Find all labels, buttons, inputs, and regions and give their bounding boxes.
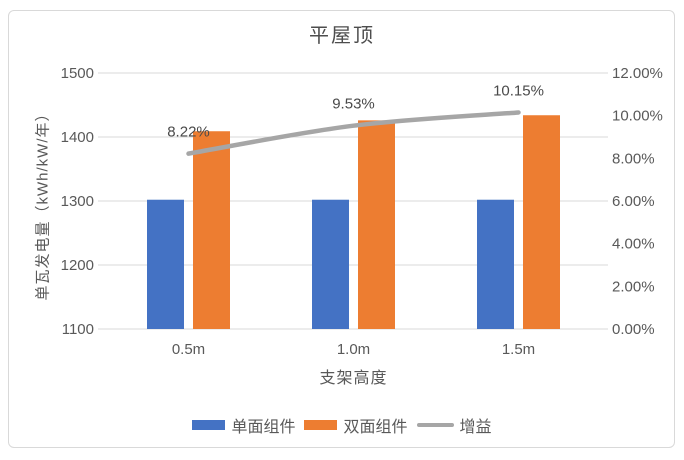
y-axis-right-tick-label: 8.00% [612, 150, 655, 167]
line-point-label: 9.53% [332, 96, 375, 113]
y-axis-left-tick-label: 1300 [61, 193, 94, 210]
x-axis-title: 支架高度 [319, 370, 388, 387]
legend-label: 增益 [459, 419, 492, 436]
bar-series0-cat0 [147, 199, 184, 329]
y-axis-right-tick-label: 6.00% [612, 193, 655, 210]
chart-legend: 单面组件 双面组件 增益 [0, 414, 684, 436]
bar-series0-cat1 [312, 199, 349, 329]
y-axis-left-tick-label: 1100 [62, 321, 94, 338]
y-axis-right-tick-label: 4.00% [612, 236, 655, 253]
line-point-label: 8.22% [167, 124, 210, 141]
y-axis-title: 单瓦发电量（kWh/kW/年） [34, 105, 52, 301]
x-axis-tick-label: 1.0m [337, 341, 370, 358]
legend-color-swatch [192, 420, 226, 430]
y-axis-right-tick-label: 10.00% [612, 108, 663, 125]
bar-series1-cat1 [358, 120, 395, 329]
x-axis-tick-label: 1.5m [502, 341, 535, 358]
legend-item: 单面组件 [192, 413, 295, 437]
chart-title: 平屋顶 [309, 25, 375, 47]
legend-line-marker [416, 423, 454, 427]
gain-line [186, 110, 521, 156]
legend-item: 增益 [416, 413, 492, 437]
x-axis-tick-label: 0.5m [172, 341, 205, 358]
y-axis-left-tick-label: 1400 [61, 129, 94, 146]
legend-color-swatch [304, 420, 338, 430]
bar-series1-cat2 [523, 115, 560, 330]
bar-series0-cat2 [477, 199, 514, 329]
y-axis-right-tick-label: 2.00% [612, 278, 655, 295]
bar-series1-cat0 [193, 131, 230, 329]
line-point-label: 10.15% [493, 82, 544, 99]
legend-item: 双面组件 [304, 413, 408, 437]
y-axis-right-tick-label: 0.00% [612, 321, 655, 338]
y-axis-right-tick-label: 12.00% [612, 65, 663, 82]
y-axis-left-tick-label: 1200 [61, 257, 94, 274]
legend-label: 双面组件 [343, 419, 408, 436]
y-axis-left-tick-label: 1500 [61, 65, 94, 82]
legend-label: 单面组件 [231, 419, 296, 436]
